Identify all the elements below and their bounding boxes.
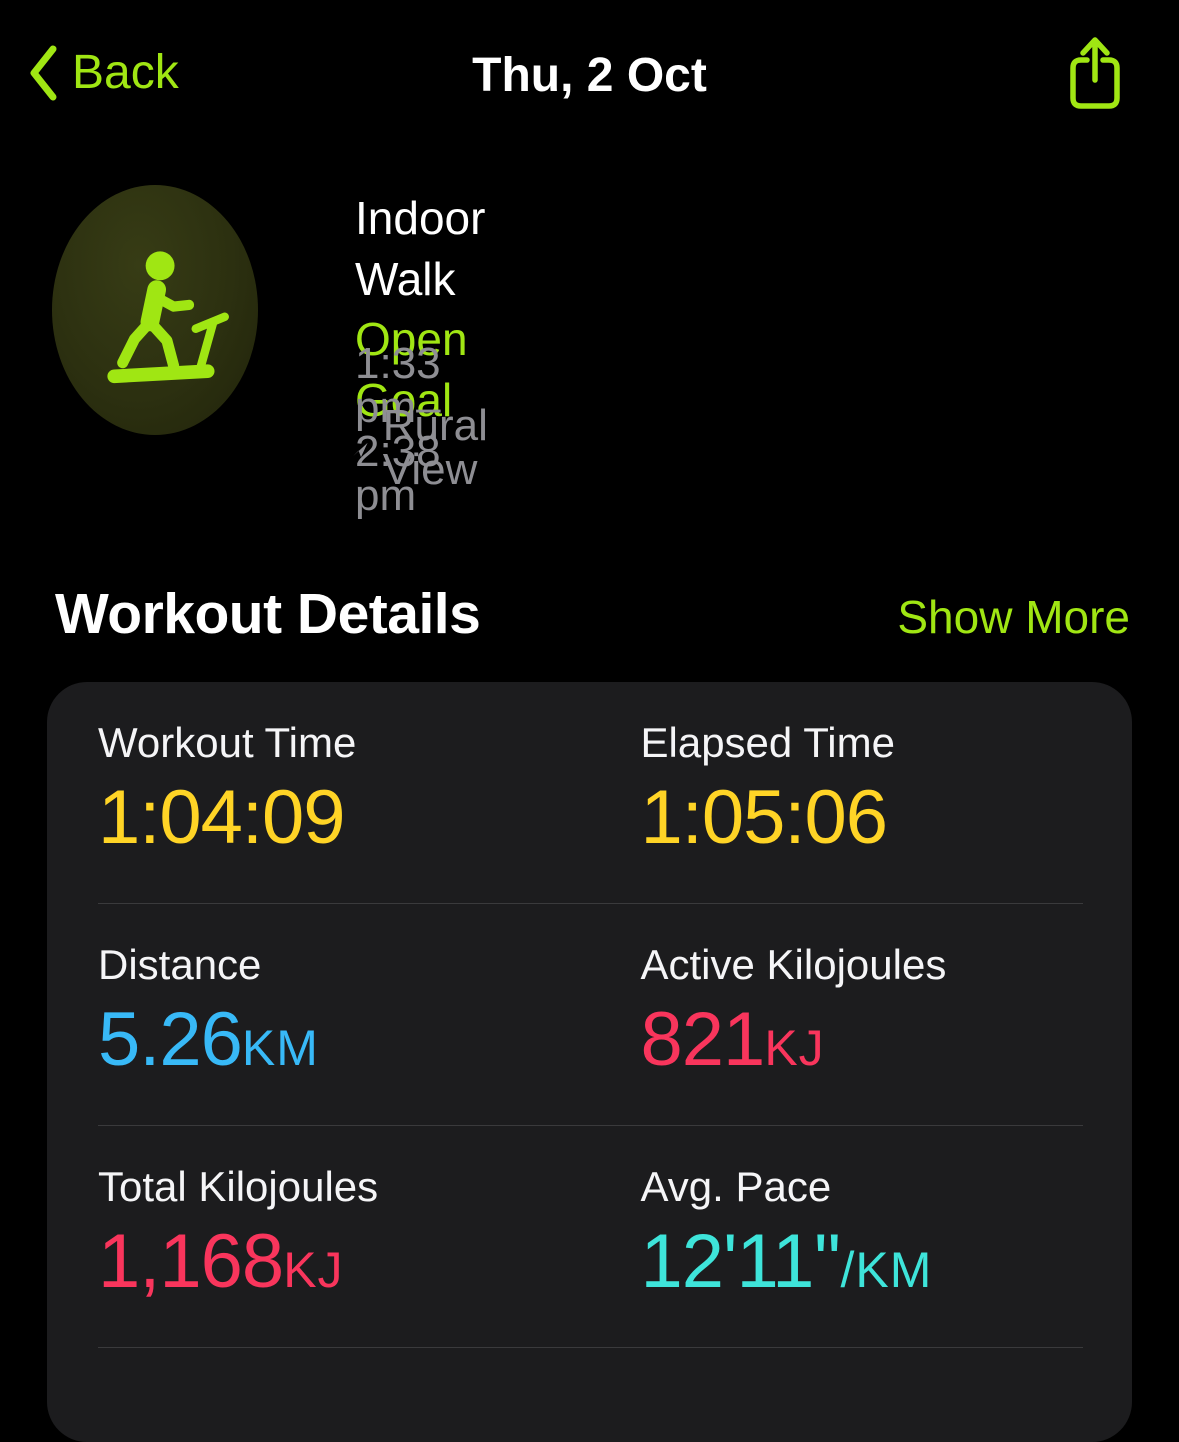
chevron-left-icon	[30, 45, 57, 101]
metric-value: 1:05:06	[640, 775, 889, 860]
metric-unit: KM	[241, 1020, 319, 1076]
metric-active-kilojoules: Active Kilojoules 821KJ	[590, 904, 1133, 1125]
workout-location: Rural View	[352, 404, 501, 492]
metric-value: 821KJ	[640, 997, 825, 1082]
metric-row: Total Kilojoules 1,168KJ Avg. Pace 12'11…	[47, 1126, 1132, 1347]
back-button-label: Back	[72, 46, 179, 99]
divider	[98, 903, 1083, 904]
divider	[98, 1125, 1083, 1126]
metric-unit: KJ	[283, 1242, 344, 1298]
metric-label: Active Kilojoules	[640, 941, 947, 988]
metric-value: 12'11''/KM	[640, 1219, 933, 1304]
workout-time-range: 1:33 pm–2:38 pm	[355, 339, 441, 520]
share-icon[interactable]	[1066, 34, 1124, 112]
workout-location-label: Rural View	[382, 401, 488, 494]
metric-unit: /KM	[840, 1242, 933, 1298]
workout-goal-label: Open Goal	[355, 313, 468, 427]
metric-value: 1:04:09	[98, 775, 346, 860]
metric-elapsed-time: Elapsed Time 1:05:06	[590, 682, 1133, 903]
section-title: Workout Details	[55, 582, 481, 646]
metric-total-kilojoules: Total Kilojoules 1,168KJ	[47, 1126, 590, 1347]
metric-row: Workout Time 1:04:09 Elapsed Time 1:05:0…	[47, 682, 1132, 903]
metric-label: Elapsed Time	[640, 719, 895, 766]
workout-type-badge	[52, 185, 258, 435]
metric-distance: Distance 5.26KM	[47, 904, 590, 1125]
metric-label: Total Kilojoules	[98, 1163, 379, 1210]
treadmill-walk-icon	[107, 251, 229, 384]
metric-label: Distance	[98, 941, 262, 988]
workout-details-card: Workout Time 1:04:09 Elapsed Time 1:05:0…	[47, 682, 1132, 1442]
metric-unit: KJ	[764, 1020, 825, 1076]
page-title: Thu, 2 Oct	[472, 49, 707, 102]
location-arrow-icon	[353, 442, 368, 458]
metric-value: 1,168KJ	[98, 1219, 344, 1304]
workout-type-label: Indoor Walk	[355, 192, 486, 305]
back-button[interactable]: Back	[28, 44, 179, 102]
show-more-button[interactable]: Show More	[897, 591, 1130, 643]
metric-workout-time: Workout Time 1:04:09	[47, 682, 590, 903]
metric-avg-pace: Avg. Pace 12'11''/KM	[590, 1126, 1133, 1347]
metric-label: Avg. Pace	[640, 1163, 832, 1210]
metric-value: 5.26KM	[98, 997, 319, 1082]
nav-bar: Back Thu, 2 Oct	[0, 0, 1179, 150]
metric-label: Workout Time	[98, 719, 357, 766]
divider	[98, 1347, 1083, 1348]
metric-row: Distance 5.26KM Active Kilojoules 821KJ	[47, 904, 1132, 1125]
